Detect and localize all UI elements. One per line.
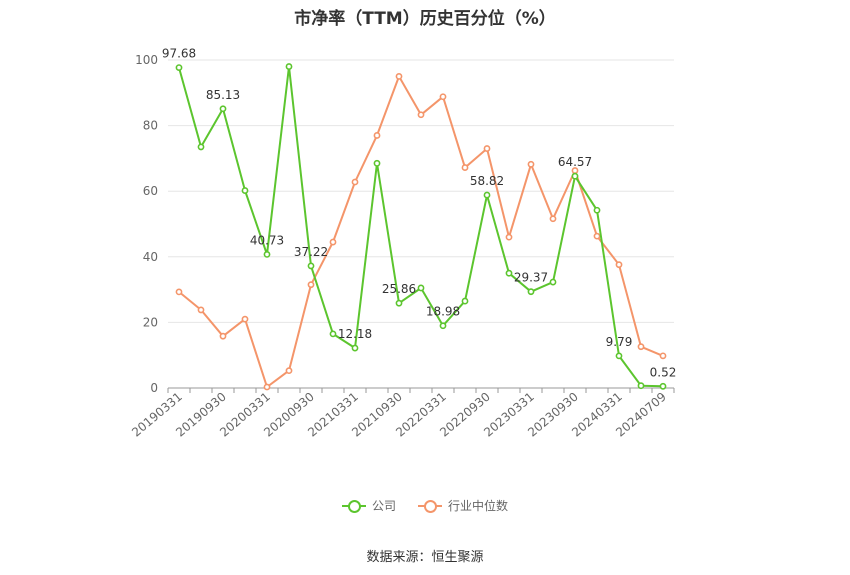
data-point-company [307,262,315,270]
data-point-industry [395,73,403,80]
data-point-company [483,191,491,199]
data-label: 85.13 [206,88,240,102]
data-point-company [637,382,645,390]
data-point-industry [659,352,667,360]
data-label: 29.37 [514,271,548,285]
data-point-industry [505,233,513,241]
y-tick-label: 40 [143,250,158,264]
data-point-company [527,288,535,296]
data-point-company [549,278,557,286]
legend-company-marker-icon [341,499,366,513]
data-point-company [351,344,359,352]
data-point-industry [285,367,293,375]
data-point-industry [351,178,359,186]
data-point-company [615,352,623,360]
data-point-company [395,299,403,307]
data-label: 58.82 [470,174,504,188]
data-label: 18.98 [426,305,460,319]
data-point-industry [637,343,645,351]
data-point-company [593,206,601,214]
data-point-company [461,297,469,305]
data-source: 数据来源：恒生聚源 [366,550,484,565]
data-label: 37.22 [294,245,328,259]
y-tick-label: 0 [150,381,158,395]
legend-company-label: 公司 [371,499,396,513]
y-tick-label: 20 [143,315,158,329]
data-label: 25.86 [382,282,416,296]
legend-item-company[interactable]: 公司 [341,497,396,514]
data-point-company [219,105,227,113]
legend-item-industry[interactable]: 行业中位数 [418,497,508,514]
data-point-company [285,63,293,70]
data-point-company [417,284,425,292]
data-label: 0.52 [650,365,677,379]
data-point-industry [615,261,623,269]
series-line-industry [178,75,664,388]
y-tick-label: 60 [143,184,158,198]
legend-industry-label: 行业中位数 [448,499,509,513]
data-point-industry [175,288,183,296]
data-point-company [439,322,447,330]
data-point-industry [483,145,491,152]
legend-industry-marker-icon [418,499,442,513]
data-point-company [263,251,271,258]
legend: 公司 行业中位数 [0,497,850,514]
data-label: 9.79 [606,335,633,349]
data-point-company [175,64,183,72]
data-point-industry [593,232,601,240]
data-point-company [241,187,249,194]
data-label: 64.57 [558,155,592,169]
y-tick-label: 100 [135,53,158,67]
data-point-industry [373,132,381,139]
data-point-company [571,172,579,180]
data-point-industry [461,164,469,171]
data-point-industry [197,306,205,314]
data-point-industry [219,332,227,340]
data-point-company [197,143,205,151]
data-point-company [659,382,667,390]
data-point-company [373,159,381,167]
data-point-industry [417,111,425,119]
data-point-industry [263,383,271,391]
data-point-industry [241,315,249,323]
data-point-industry [527,160,535,168]
data-label: 97.68 [162,47,196,61]
data-point-industry [329,238,337,246]
data-point-company [329,330,337,338]
chart-title: 市净率（TTM）历史百分位（%） [294,9,556,29]
data-point-company [505,269,513,277]
data-point-industry [439,93,447,101]
data-point-industry [307,281,315,289]
data-point-industry [549,215,557,223]
y-tick-label: 80 [143,119,158,133]
data-label: 40.73 [250,233,284,247]
data-label: 12.18 [338,327,372,341]
